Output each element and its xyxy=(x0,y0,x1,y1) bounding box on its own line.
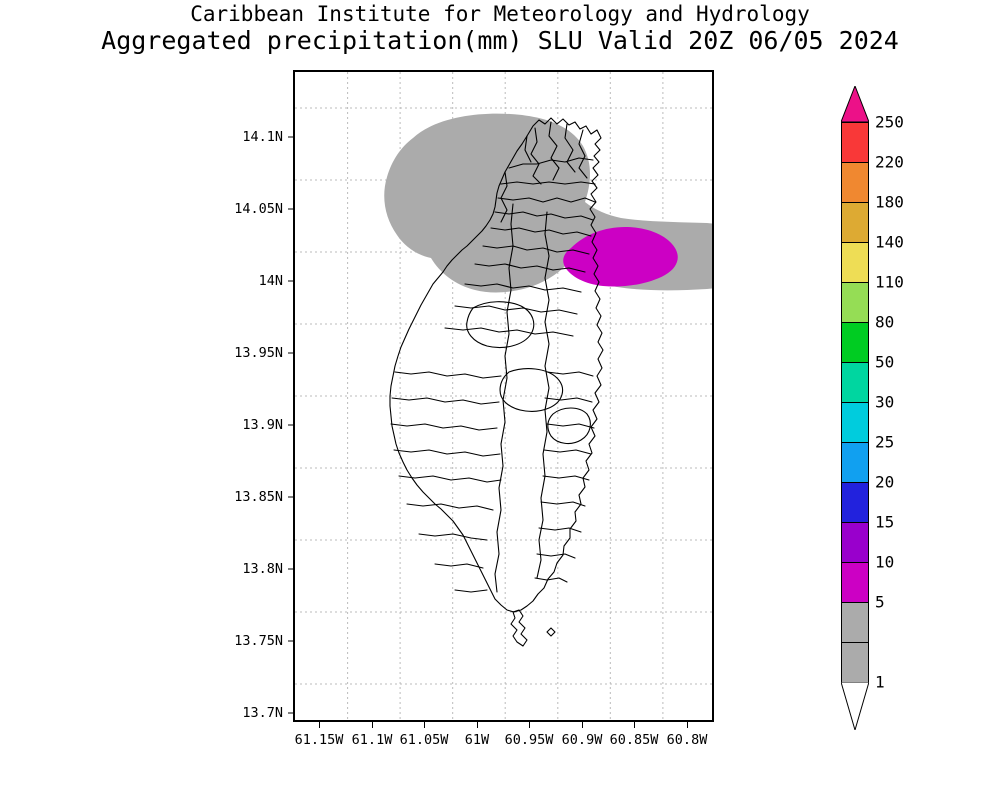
colorbar-segment-180 xyxy=(842,203,868,243)
colorbar-label-1: 1 xyxy=(875,672,885,692)
y-tick-label-13.75N: 13.75N xyxy=(234,633,283,649)
colorbar-label-20: 20 xyxy=(875,472,895,492)
colorbar-label-30: 30 xyxy=(875,392,895,412)
x-tick-label-60.95W: 60.95W xyxy=(504,732,554,748)
x-tick-label-61.15W: 61.15W xyxy=(294,732,344,748)
x-tick-label-60.9W: 60.9W xyxy=(561,732,603,748)
y-tick-label-14N: 14N xyxy=(258,273,283,289)
colorbar-segment-15 xyxy=(842,523,868,563)
x-tick-mark xyxy=(529,722,530,728)
y-tick-mark xyxy=(288,568,294,570)
colorbar-segment-5 xyxy=(842,603,868,643)
colorbar-label-110: 110 xyxy=(875,272,904,292)
colorbar-segment-110 xyxy=(842,283,868,323)
map-plot-area[interactable] xyxy=(293,70,714,722)
colorbar-label-220: 220 xyxy=(875,152,904,172)
x-tick-label-61.05W: 61.05W xyxy=(399,732,449,748)
y-tick-label-14.1N: 14.1N xyxy=(242,129,283,145)
colorbar-segment-250 xyxy=(842,123,868,163)
colorbar-segment-25 xyxy=(842,443,868,483)
x-tick-mark xyxy=(372,722,373,728)
x-tick-mark xyxy=(477,722,478,728)
y-tick-label-13.8N: 13.8N xyxy=(242,561,283,577)
y-tick-mark xyxy=(288,640,294,642)
coastline xyxy=(389,117,604,613)
x-tick-mark xyxy=(319,722,320,728)
colorbar-label-50: 50 xyxy=(875,352,895,372)
precipitation-map xyxy=(295,72,712,720)
y-tick-label-13.7N: 13.7N xyxy=(242,705,283,721)
page-title: Aggregated precipitation(mm) SLU Valid 2… xyxy=(101,26,899,55)
institute-title: Caribbean Institute for Meteorology and … xyxy=(190,2,810,26)
x-tick-label-61W: 61W xyxy=(464,732,490,748)
colorbar-label-140: 140 xyxy=(875,232,904,252)
y-tick-mark xyxy=(288,712,294,714)
x-tick-mark xyxy=(687,722,688,728)
y-tick-label-14.05N: 14.05N xyxy=(234,201,283,217)
colorbar-label-10: 10 xyxy=(875,552,895,572)
y-tick-mark xyxy=(288,280,294,282)
colorbar-label-250: 250 xyxy=(875,112,904,132)
x-tick-mark xyxy=(424,722,425,728)
y-tick-mark xyxy=(288,496,294,498)
colorbar-segment-80 xyxy=(842,323,868,363)
colorbar-segment-50 xyxy=(842,363,868,403)
colorbar-segment-220 xyxy=(842,163,868,203)
colorbar-segment-30 xyxy=(842,403,868,443)
colorbar-label-180: 180 xyxy=(875,192,904,212)
colorbar-segments xyxy=(841,122,869,683)
island-outline xyxy=(389,117,604,647)
colorbar-segment-140 xyxy=(842,243,868,283)
x-tick-label-60.8W: 60.8W xyxy=(666,732,708,748)
x-tick-mark xyxy=(634,722,635,728)
colorbar-segment-1 xyxy=(842,643,868,683)
grid-lines xyxy=(295,72,712,720)
colorbar-segment-20 xyxy=(842,483,868,523)
y-tick-label-13.9N: 13.9N xyxy=(242,417,283,433)
colorbar-segment-10 xyxy=(842,563,868,603)
chart-title-block: Caribbean Institute for Meteorology and … xyxy=(0,2,1000,55)
colorbar-label-80: 80 xyxy=(875,312,895,332)
colorbar-label-25: 25 xyxy=(875,432,895,452)
y-tick-mark xyxy=(288,424,294,426)
y-tick-mark xyxy=(288,136,294,138)
y-tick-mark xyxy=(288,208,294,210)
colorbar-under-arrow-icon xyxy=(841,682,869,730)
x-tick-label-61.1W: 61.1W xyxy=(351,732,393,748)
colorbar-label-5: 5 xyxy=(875,592,885,612)
x-tick-label-60.85W: 60.85W xyxy=(609,732,659,748)
y-tick-label-13.85N: 13.85N xyxy=(234,489,283,505)
y-tick-mark xyxy=(288,352,294,354)
colorbar-over-arrow-icon xyxy=(841,86,869,122)
colorbar-legend[interactable]: 250 220 180 140 110 80 50 30 25 20 15 10… xyxy=(841,86,904,730)
x-tick-mark xyxy=(582,722,583,728)
colorbar-label-15: 15 xyxy=(875,512,895,532)
y-tick-label-13.95N: 13.95N xyxy=(234,345,283,361)
